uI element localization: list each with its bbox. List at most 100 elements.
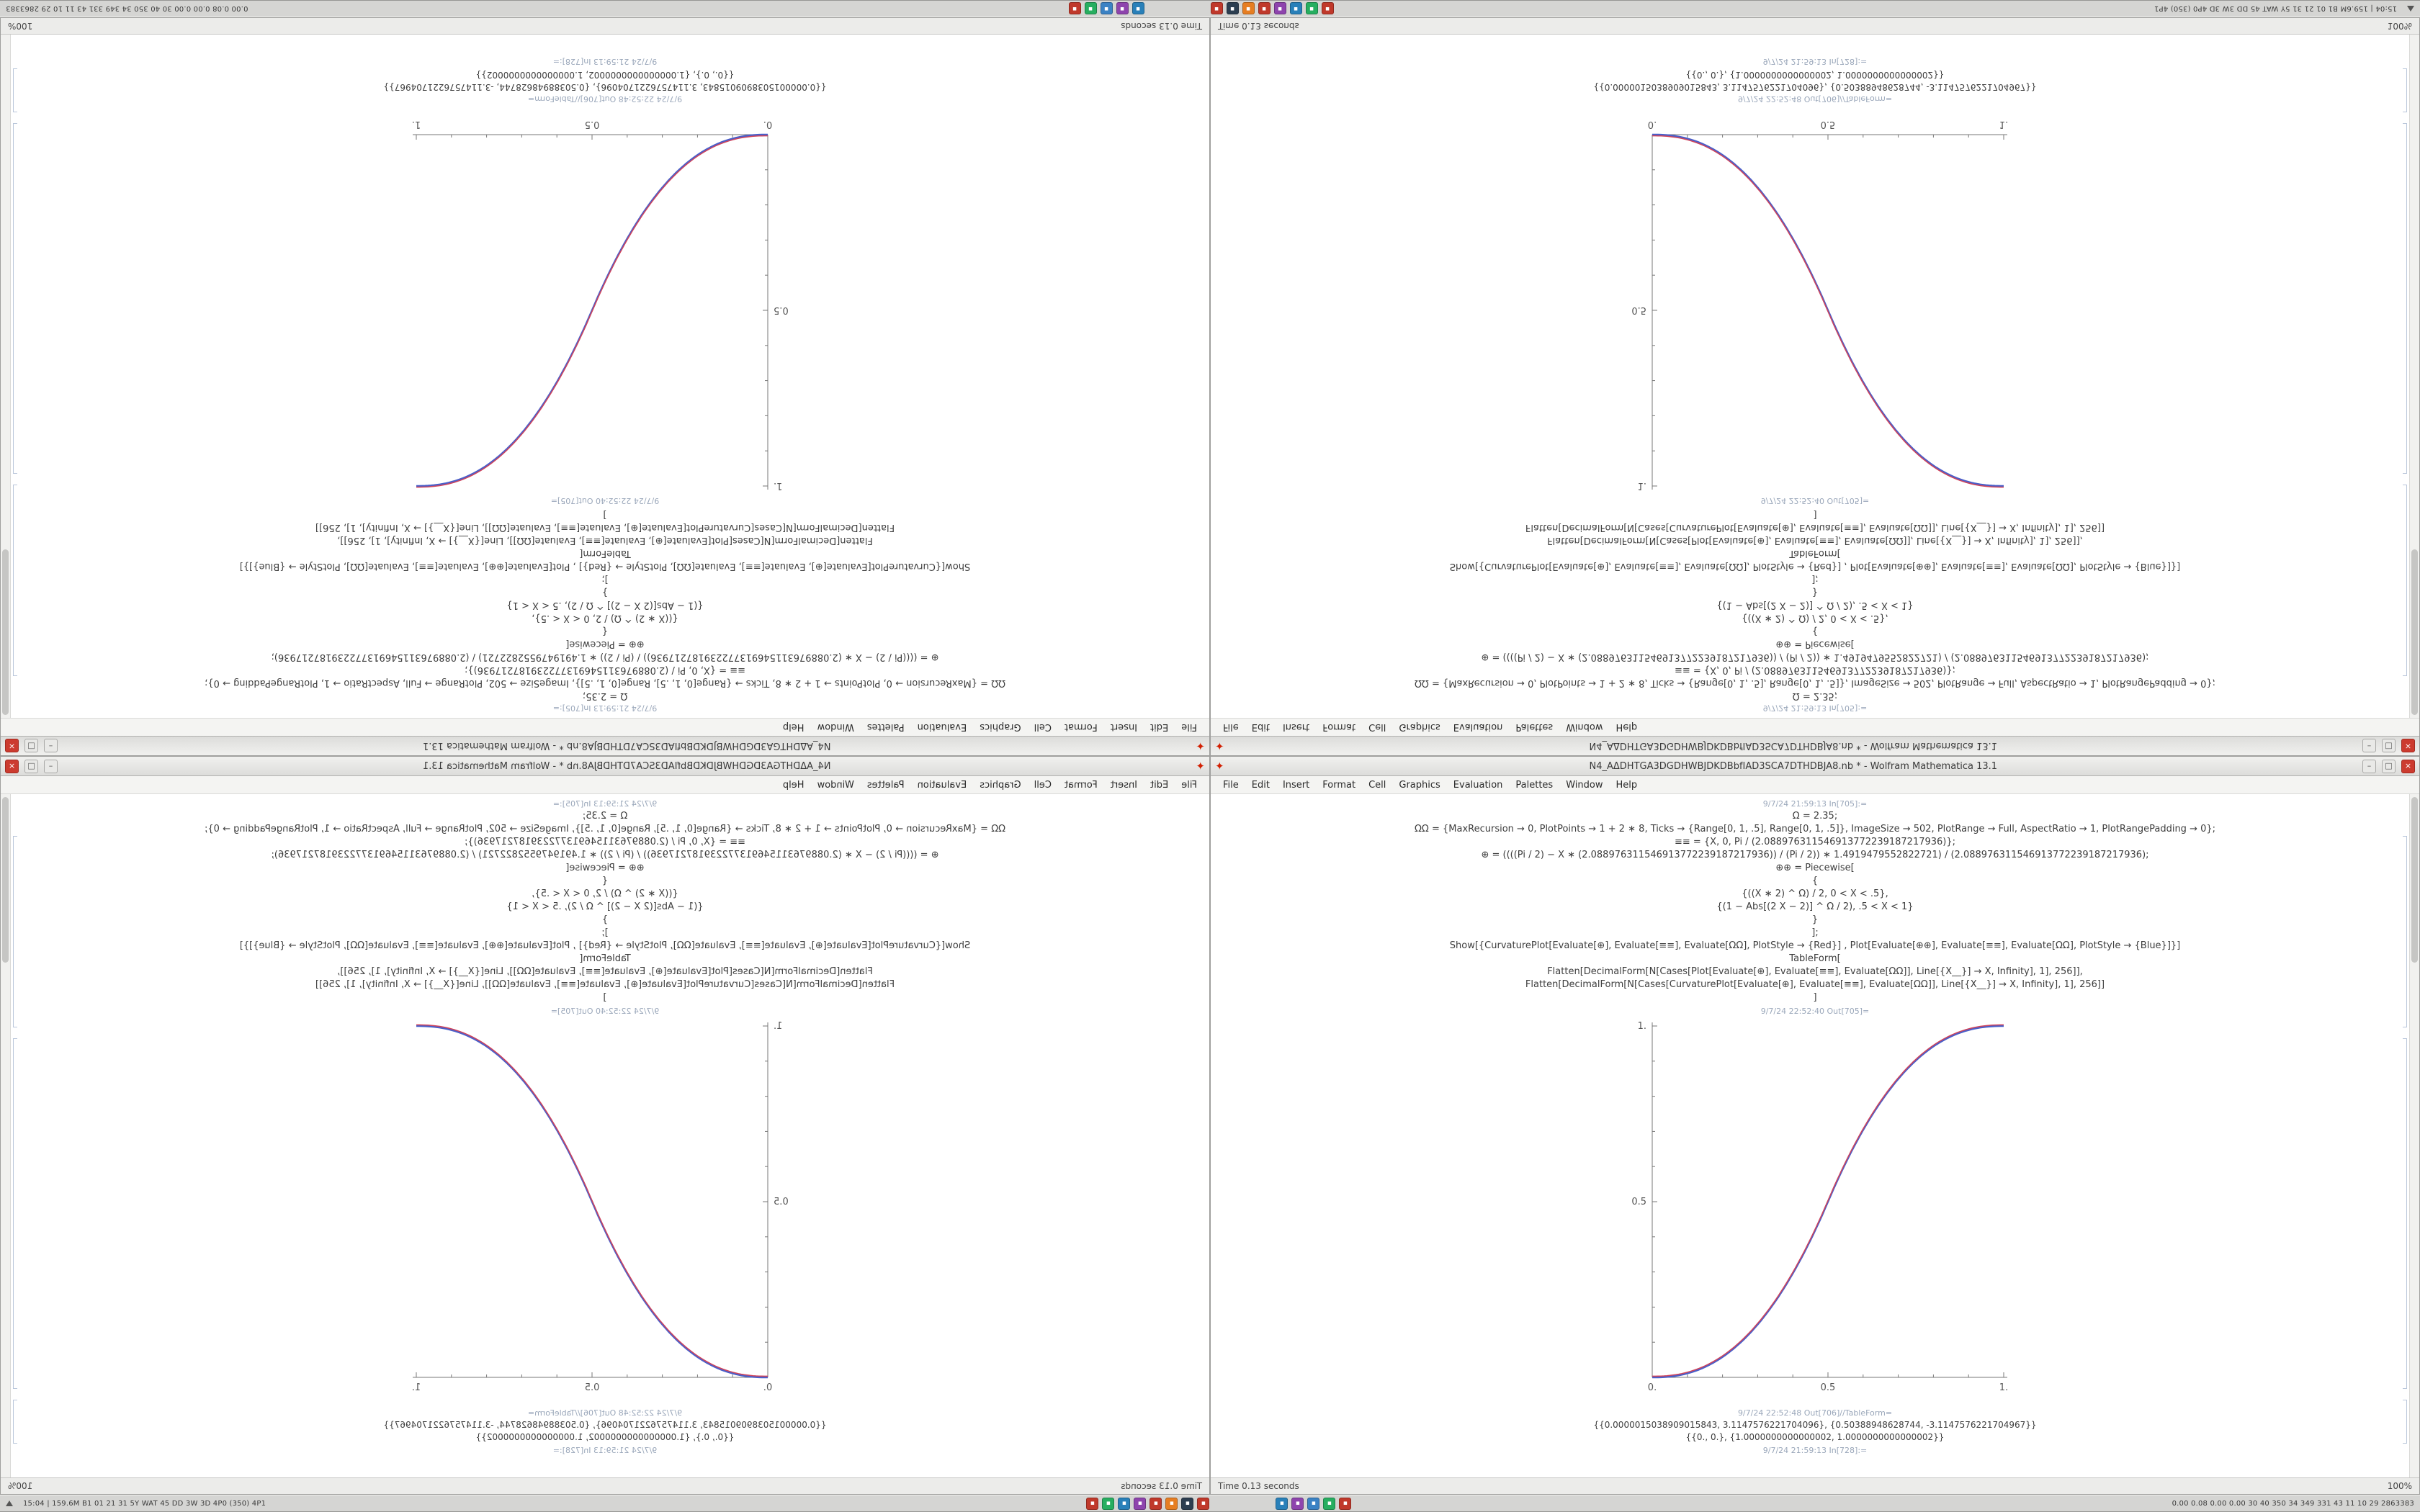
code-line[interactable]: ⊕⊕ = Piecewise[ — [565, 863, 645, 873]
scrollbar-thumb[interactable] — [2411, 549, 2418, 715]
code-line[interactable]: Flatten[DecimalForm[N[Cases[Plot[Evaluat… — [337, 535, 873, 546]
menu-help[interactable]: Help — [782, 779, 805, 791]
menu-format[interactable]: Format — [1322, 721, 1356, 733]
close-button[interactable]: × — [5, 759, 19, 773]
code-line[interactable]: { — [601, 626, 609, 636]
status-zoom[interactable]: 100% — [2387, 1481, 2412, 1491]
menu-palettes[interactable]: Palettes — [866, 721, 905, 733]
window-mathematica-icon[interactable]: ▪ — [1339, 1497, 1352, 1510]
code-line[interactable]: {((X ∗ 2) ^ Ω) / 2, 0 < X < .5}, — [1742, 613, 1888, 624]
status-zoom[interactable]: 100% — [8, 1481, 33, 1491]
settings-icon[interactable]: ▪ — [1134, 1497, 1147, 1510]
cell-bracket[interactable] — [13, 1038, 17, 1389]
code-line[interactable]: { — [1811, 626, 1819, 636]
files-icon[interactable]: ▪ — [1289, 2, 1302, 15]
code-line[interactable]: {(1 − Abs[(2 X − 2)] ^ Ω / 2), .5 < X < … — [506, 901, 704, 912]
close-button[interactable]: × — [5, 739, 19, 753]
window-titlebar[interactable]: ✦ N4_AΔDHTGA3DGDHWBJDKDBbfIAD3SCA7DTHDBJ… — [1211, 757, 2419, 776]
cell-bracket[interactable] — [2403, 68, 2407, 113]
menu-evaluation[interactable]: Evaluation — [1453, 779, 1503, 791]
menu-cell[interactable]: Cell — [1368, 721, 1386, 733]
window-files-icon[interactable]: ▪ — [1131, 2, 1144, 15]
code-line[interactable]: } — [1811, 587, 1819, 598]
code-line[interactable]: TableForm[ — [1789, 953, 1841, 964]
code-line[interactable]: ΩΩ = {MaxRecursion → 0, PlotPoints → 1 +… — [204, 824, 1006, 834]
window-titlebar[interactable]: ✦ N4_AΔDHTGA3DGDHWBJDKDBbfIAD3SCA7DTHDBJ… — [1, 736, 1209, 755]
menu-file[interactable]: File — [1223, 721, 1239, 733]
cell-bracket[interactable] — [13, 836, 17, 1027]
terminal-icon[interactable]: ▪ — [1226, 2, 1239, 15]
maximize-button[interactable]: □ — [24, 739, 38, 753]
window-settings-icon[interactable]: ▪ — [1291, 1497, 1304, 1510]
code-line[interactable]: ⊕ = ((((Pi / 2) − X ∗ (2.088976311546913… — [1481, 850, 2149, 860]
menu-file[interactable]: File — [1181, 721, 1197, 733]
cell-bracket[interactable] — [2403, 123, 2407, 474]
code-line[interactable]: ]; — [601, 927, 609, 938]
window-mathematica-icon[interactable]: ▪ — [1068, 2, 1081, 15]
vertical-scrollbar[interactable] — [1, 35, 11, 718]
code-line[interactable]: ≡≡ = {X, 0, Pi / (2.08897631154691377223… — [464, 837, 746, 847]
menu-help[interactable]: Help — [782, 721, 805, 733]
cell-bracket[interactable] — [2403, 1038, 2407, 1389]
code-line[interactable]: TableForm[ — [579, 953, 631, 964]
menu-graphics[interactable]: Graphics — [980, 721, 1021, 733]
window-settings-icon[interactable]: ▪ — [1116, 2, 1129, 15]
menu-format[interactable]: Format — [1064, 779, 1098, 791]
menu-edit[interactable]: Edit — [1150, 779, 1169, 791]
code-line[interactable]: ≡≡ = {X, 0, Pi / (2.08897631154691377223… — [464, 665, 746, 675]
code-line[interactable]: ≡≡ = {X, 0, Pi / (2.08897631154691377223… — [1674, 837, 1956, 847]
browser-icon[interactable]: ▪ — [1242, 2, 1255, 15]
show-desktop-icon[interactable] — [6, 1500, 13, 1506]
kernel-icon[interactable]: ▪ — [1150, 1497, 1162, 1510]
close-button[interactable]: × — [2401, 739, 2415, 753]
scrollbar-thumb[interactable] — [2411, 797, 2418, 963]
menu-edit[interactable]: Edit — [1251, 721, 1270, 733]
notebook-icon[interactable]: ▪ — [1210, 2, 1223, 15]
code-line[interactable]: Show[{CurvaturePlot[Evaluate[⊕], Evaluat… — [239, 940, 971, 951]
menu-window[interactable]: Window — [817, 721, 854, 733]
code-line[interactable]: { — [601, 876, 609, 886]
code-line[interactable]: TableForm[ — [1789, 548, 1841, 559]
code-line[interactable]: ] — [1813, 992, 1817, 1003]
code-line[interactable]: ⊕ = ((((Pi / 2) − X ∗ (2.088976311546913… — [1481, 652, 2149, 662]
code-line[interactable]: ≡≡ = {X, 0, Pi / (2.08897631154691377223… — [1674, 665, 1956, 675]
window-editor-icon[interactable]: ▪ — [1323, 1497, 1336, 1510]
code-line[interactable]: Show[{CurvaturePlot[Evaluate[⊕], Evaluat… — [239, 561, 971, 572]
cell-bracket[interactable] — [2403, 836, 2407, 1027]
close-button[interactable]: × — [2401, 759, 2415, 773]
code-line[interactable]: Flatten[DecimalForm[N[Cases[CurvaturePlo… — [1525, 522, 2105, 533]
cell-bracket[interactable] — [13, 68, 17, 113]
menu-palettes[interactable]: Palettes — [1515, 721, 1554, 733]
code-line[interactable]: {(1 − Abs[(2 X − 2)] ^ Ω / 2), .5 < X < … — [1716, 901, 1914, 912]
code-line[interactable]: ] — [603, 509, 607, 520]
menu-cell[interactable]: Cell — [1368, 779, 1386, 791]
code-line[interactable]: ⊕ = ((((Pi / 2) − X ∗ (2.088976311546913… — [271, 652, 939, 662]
menu-evaluation[interactable]: Evaluation — [917, 721, 967, 733]
text-editor-icon[interactable]: ▪ — [1102, 1497, 1115, 1510]
input-cell[interactable]: Ω = 2.35; ΩΩ = {MaxRecursion → 0, PlotPoi… — [1415, 810, 2215, 1004]
menu-cell[interactable]: Cell — [1034, 779, 1052, 791]
code-line[interactable]: Show[{CurvaturePlot[Evaluate[⊕], Evaluat… — [1449, 561, 2181, 572]
code-line[interactable]: Flatten[DecimalForm[N[Cases[Plot[Evaluat… — [1547, 966, 2083, 977]
cell-bracket[interactable] — [13, 123, 17, 474]
menu-palettes[interactable]: Palettes — [1515, 779, 1554, 791]
show-desktop-icon[interactable] — [2407, 6, 2414, 12]
code-line[interactable]: Ω = 2.35; — [582, 690, 628, 701]
code-line[interactable]: } — [601, 587, 609, 598]
menu-evaluation[interactable]: Evaluation — [917, 779, 967, 791]
menu-insert[interactable]: Insert — [1282, 779, 1310, 791]
menu-edit[interactable]: Edit — [1251, 779, 1270, 791]
code-line[interactable]: ⊕⊕ = Piecewise[ — [1775, 863, 1855, 873]
code-line[interactable]: ΩΩ = {MaxRecursion → 0, PlotPoints → 1 +… — [204, 678, 1006, 688]
maximize-button[interactable]: □ — [24, 759, 38, 773]
code-line[interactable]: ⊕⊕ = Piecewise[ — [1775, 639, 1855, 649]
code-line[interactable]: Ω = 2.35; — [582, 811, 628, 822]
code-line[interactable]: Ω = 2.35; — [1792, 690, 1838, 701]
code-line[interactable]: ]; — [1811, 927, 1819, 938]
browser-icon[interactable]: ▪ — [1165, 1497, 1178, 1510]
maximize-button[interactable]: □ — [2382, 759, 2396, 773]
scrollbar-thumb[interactable] — [2, 549, 9, 715]
menu-graphics[interactable]: Graphics — [980, 779, 1021, 791]
input-cell[interactable]: Ω = 2.35; ΩΩ = {MaxRecursion → 0, PlotPoi… — [1415, 508, 2215, 702]
menu-palettes[interactable]: Palettes — [866, 779, 905, 791]
